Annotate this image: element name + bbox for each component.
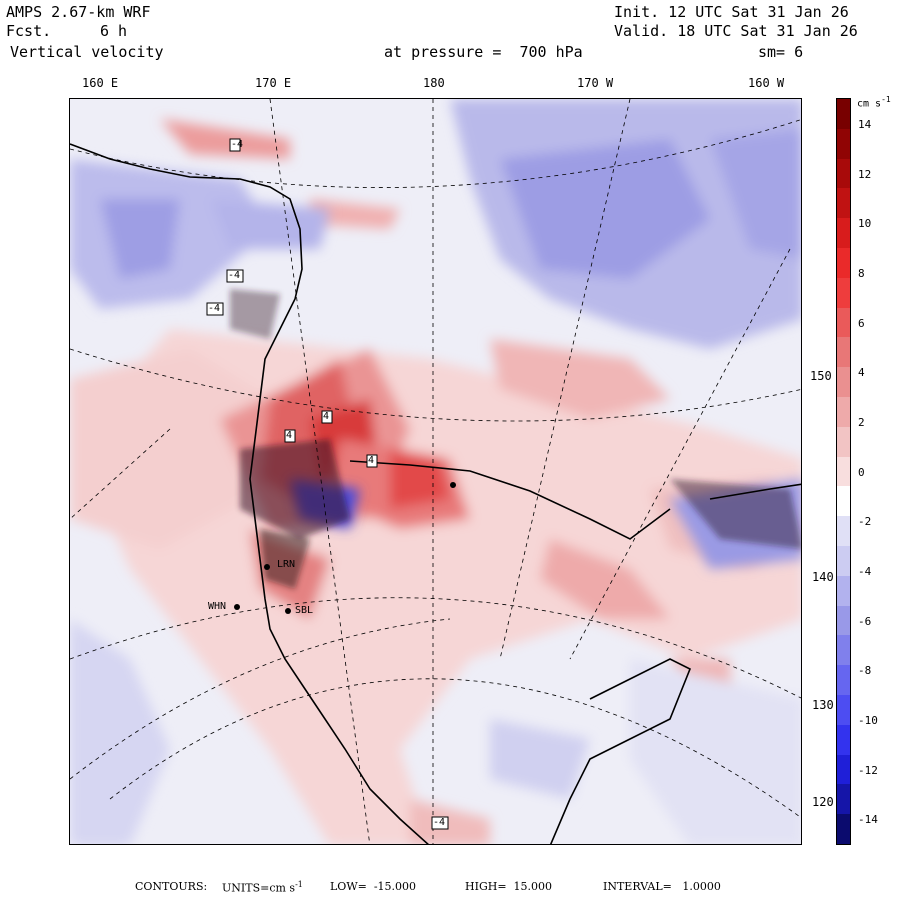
station-label-lrn: LRN <box>277 559 296 570</box>
contour-label: 4 <box>286 430 293 441</box>
colorbar-tick-label: 4 <box>858 366 865 380</box>
colorbar-segment <box>837 784 850 815</box>
coastline <box>70 143 801 844</box>
field-name: Vertical velocity <box>10 43 164 61</box>
station-label-whn: WHN <box>208 601 227 612</box>
colorbar-segment <box>837 486 850 517</box>
colorbar-segment <box>837 248 850 279</box>
vertical-velocity-map: -4 -4 -4 4 4 4 -4 LRN WHN SBL <box>69 98 802 845</box>
graticule <box>70 99 801 844</box>
colorbar-tick-label: -14 <box>858 813 878 827</box>
contour-label: -4 <box>433 817 446 828</box>
colorbar-segment <box>837 724 850 756</box>
colorbar-segment <box>837 754 850 785</box>
colorbar-tick-label: -10 <box>858 713 878 727</box>
model-title: AMPS 2.67-km WRF <box>6 3 151 21</box>
colorbar-tick-label: -6 <box>858 614 872 628</box>
colorbar-segment <box>837 426 850 458</box>
colorbar-tick-label: -12 <box>858 763 878 777</box>
contour-label: -4 <box>228 270 241 281</box>
pressure-level: at pressure = 700 hPa <box>384 43 583 61</box>
colorbar <box>836 98 851 845</box>
footer-low: LOW= -15.000 <box>330 880 417 893</box>
lon-label-180: 180 <box>423 76 445 90</box>
contour-label: -4 <box>231 139 244 150</box>
colorbar-tick-label: 6 <box>858 316 865 330</box>
footer-contours: CONTOURS: <box>135 880 208 893</box>
footer-high: HIGH= 15.000 <box>465 880 553 893</box>
valid-time: Valid. 18 UTC Sat 31 Jan 26 <box>614 22 858 40</box>
colorbar-segment <box>837 605 850 636</box>
footer-interval: INTERVAL= 1.0000 <box>603 880 721 893</box>
colorbar-segment <box>837 456 850 487</box>
negative-velocity-regions <box>70 99 801 844</box>
lon-label-160e: 160 E <box>82 76 119 90</box>
init-time: Init. 12 UTC Sat 31 Jan 26 <box>614 3 849 21</box>
contour-value-boxes <box>206 138 449 830</box>
colorbar-tick-label: 10 <box>858 217 872 231</box>
colorbar-segment <box>837 218 850 249</box>
colorbar-tick-label: -2 <box>858 515 872 529</box>
footer-units: UNITS=cm s-1 <box>222 880 303 895</box>
colorbar-segment <box>837 158 850 189</box>
colorbar-tick-label: -8 <box>858 664 872 678</box>
colorbar-tick-label: 8 <box>858 266 865 280</box>
station-label-sbl: SBL <box>295 605 314 616</box>
colorbar-tick-label: 0 <box>858 465 865 479</box>
colorbar-segment <box>837 337 850 368</box>
colorbar-segment <box>837 188 850 219</box>
colorbar-segment <box>837 546 850 577</box>
smoothing-value: sm= 6 <box>758 43 804 61</box>
lon-label-170w: 170 W <box>577 76 614 90</box>
map-canvas <box>70 99 801 844</box>
colorbar-segment <box>837 307 850 338</box>
colorbar-tick-label: 2 <box>858 415 865 429</box>
colorbar-segment <box>837 575 850 607</box>
colorbar-tick-label: 14 <box>858 117 872 131</box>
colorbar-segment <box>837 99 850 130</box>
colorbar-segment <box>837 277 850 309</box>
intense-convection-zones <box>230 289 801 589</box>
colorbar-segment <box>837 665 850 696</box>
forecast-hour: 6 h <box>100 22 128 40</box>
forecast-label: Fcst. <box>6 22 52 40</box>
colorbar-segment <box>837 367 850 398</box>
lon-label-160w: 160 W <box>748 76 785 90</box>
colorbar-units: cm s-1 <box>857 95 891 110</box>
colorbar-segment <box>837 695 850 726</box>
colorbar-segment <box>837 397 850 428</box>
colorbar-segment <box>837 635 850 666</box>
colorbar-tick-label: -4 <box>858 564 872 578</box>
colorbar-segment <box>837 516 850 547</box>
colorbar-segment <box>837 128 850 160</box>
contour-label: 4 <box>323 411 330 422</box>
contour-label: -4 <box>208 303 221 314</box>
contour-label: 4 <box>368 455 375 466</box>
station-markers <box>234 482 456 614</box>
lon-label-170e: 170 E <box>255 76 292 90</box>
colorbar-segment <box>837 814 850 845</box>
colorbar-tick-label: 12 <box>858 167 872 181</box>
